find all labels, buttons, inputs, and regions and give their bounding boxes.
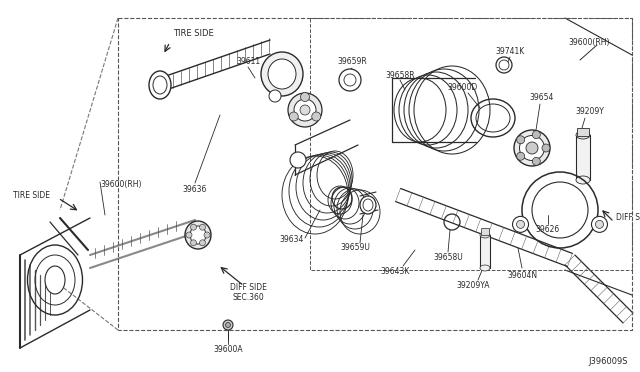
Circle shape — [312, 112, 321, 121]
Bar — [577, 128, 589, 136]
Ellipse shape — [514, 130, 550, 166]
Text: 39741K: 39741K — [495, 48, 525, 57]
Text: 39604N: 39604N — [507, 270, 537, 279]
Circle shape — [526, 142, 538, 154]
Circle shape — [300, 105, 310, 115]
Ellipse shape — [480, 265, 490, 271]
Text: 39659U: 39659U — [340, 244, 370, 253]
Circle shape — [339, 69, 361, 91]
Text: 39643K: 39643K — [380, 267, 410, 276]
Text: 39209YA: 39209YA — [456, 280, 490, 289]
Circle shape — [595, 220, 604, 228]
Bar — [481, 228, 489, 235]
Circle shape — [289, 112, 298, 121]
Circle shape — [223, 320, 233, 330]
Circle shape — [191, 224, 196, 230]
Circle shape — [516, 136, 525, 144]
Ellipse shape — [149, 71, 171, 99]
Text: 39659R: 39659R — [337, 58, 367, 67]
Circle shape — [269, 90, 281, 102]
Ellipse shape — [261, 52, 303, 96]
Circle shape — [186, 232, 192, 238]
Circle shape — [225, 323, 230, 327]
Text: J396009S: J396009S — [589, 357, 628, 366]
Circle shape — [591, 217, 607, 232]
Circle shape — [204, 232, 210, 238]
Text: 39611: 39611 — [236, 58, 260, 67]
Circle shape — [532, 157, 540, 165]
Circle shape — [301, 93, 310, 102]
Ellipse shape — [576, 176, 590, 184]
Ellipse shape — [45, 266, 65, 294]
Text: DIFF SIDE: DIFF SIDE — [230, 283, 266, 292]
Text: DIFF SIDE: DIFF SIDE — [616, 214, 640, 222]
Circle shape — [200, 224, 205, 230]
Text: TIRE SIDE: TIRE SIDE — [13, 190, 50, 199]
Ellipse shape — [190, 226, 206, 244]
Text: 39658R: 39658R — [385, 71, 415, 80]
Circle shape — [200, 240, 205, 246]
Circle shape — [516, 152, 525, 160]
Text: 39634: 39634 — [280, 235, 304, 244]
Circle shape — [542, 144, 550, 152]
Text: 39600D: 39600D — [448, 83, 478, 93]
Ellipse shape — [576, 131, 590, 139]
Circle shape — [290, 152, 306, 168]
Circle shape — [516, 220, 525, 228]
Bar — [118, 18, 632, 330]
Text: SEC.360: SEC.360 — [232, 292, 264, 301]
Text: 39636: 39636 — [183, 186, 207, 195]
Bar — [480, 235, 490, 268]
Text: TIRE SIDE: TIRE SIDE — [173, 29, 214, 38]
Text: 39600(RH): 39600(RH) — [100, 180, 141, 189]
Ellipse shape — [360, 196, 376, 214]
Ellipse shape — [288, 93, 322, 127]
Circle shape — [513, 217, 529, 232]
Circle shape — [532, 131, 540, 139]
Text: 39626: 39626 — [536, 225, 560, 234]
Text: 39600(RH): 39600(RH) — [568, 38, 610, 48]
Circle shape — [191, 240, 196, 246]
Circle shape — [344, 74, 356, 86]
Text: 39600A: 39600A — [213, 346, 243, 355]
Bar — [576, 135, 590, 180]
Ellipse shape — [185, 221, 211, 249]
Ellipse shape — [363, 199, 373, 211]
Text: 39658U: 39658U — [433, 253, 463, 263]
Ellipse shape — [520, 135, 545, 160]
Ellipse shape — [268, 59, 296, 89]
Ellipse shape — [294, 99, 316, 121]
Bar — [310, 18, 632, 270]
Ellipse shape — [153, 76, 167, 94]
Ellipse shape — [480, 232, 490, 238]
Text: 39209Y: 39209Y — [575, 108, 604, 116]
Text: 39654: 39654 — [530, 93, 554, 103]
